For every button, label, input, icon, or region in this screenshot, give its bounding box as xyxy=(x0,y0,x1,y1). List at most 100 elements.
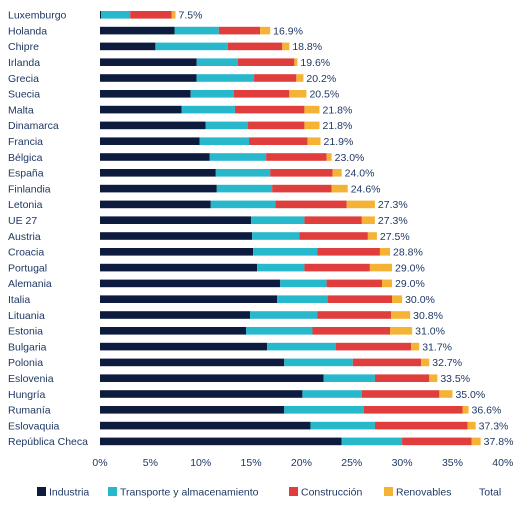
bar-segment-construcción xyxy=(304,263,370,272)
bar-segment-industria xyxy=(100,58,197,66)
total-label: 21.8% xyxy=(323,120,353,132)
bar-segment-renovables xyxy=(332,169,342,177)
bar-segment-industria xyxy=(100,263,258,272)
bar-segment-renovables xyxy=(282,42,290,51)
bar-segment-transporte-y-almacenamiento xyxy=(277,295,328,303)
total-label: 23.0% xyxy=(335,152,365,164)
bar-segment-industria xyxy=(100,137,200,145)
bar-segment-construcción xyxy=(249,137,308,145)
bar-segment-transporte-y-almacenamiento xyxy=(280,279,327,288)
category-label: Letonia xyxy=(8,199,43,211)
bar-segment-transporte-y-almacenamiento xyxy=(341,437,403,446)
x-axis: 0% 5% 10% 15% 20% 25% 30% 35% 40% xyxy=(92,457,513,469)
bar-segment-industria xyxy=(100,74,197,82)
bar-segment-renovables xyxy=(369,263,393,272)
bar-segment-construcción xyxy=(266,153,327,161)
bar-segment-construcción xyxy=(218,26,261,35)
legend-label-construcción: Construcción xyxy=(301,487,362,499)
bar-segment-transporte-y-almacenamiento xyxy=(302,390,362,398)
total-label: 35.0% xyxy=(455,389,485,401)
legend-label-transporte-y-almacenamiento: Transporte y almacenamiento xyxy=(120,487,259,499)
category-label: Lituania xyxy=(8,310,45,322)
bar-segment-transporte-y-almacenamiento xyxy=(252,232,300,240)
category-label: Holanda xyxy=(8,25,47,37)
category-label: Grecia xyxy=(8,73,39,85)
bar-segment-construcción xyxy=(402,437,472,446)
bar-segment-industria xyxy=(100,248,254,256)
total-label: 37.8% xyxy=(484,436,514,448)
bar-segment-industria xyxy=(100,311,251,319)
category-label: Malta xyxy=(8,104,34,116)
bar-segment-industria xyxy=(100,169,216,177)
total-label: 32.7% xyxy=(432,357,462,369)
bar-segment-construcción xyxy=(275,200,347,209)
bar-segment-construcción xyxy=(335,342,412,351)
category-label: Bulgaria xyxy=(8,341,47,353)
bar-segment-construcción xyxy=(270,169,333,177)
bar-segment-renovables xyxy=(296,74,304,82)
bar-segment-transporte-y-almacenamiento xyxy=(216,184,273,193)
x-tick-label: 35% xyxy=(442,457,463,469)
bar-segment-renovables xyxy=(390,327,413,335)
total-label: 33.5% xyxy=(440,373,470,385)
bar-segment-renovables xyxy=(331,184,348,193)
category-label: España xyxy=(8,168,44,180)
x-tick-label: 5% xyxy=(143,457,158,469)
bar-segment-transporte-y-almacenamiento xyxy=(253,248,318,256)
category-label: Bélgica xyxy=(8,152,43,164)
x-tick-label: 25% xyxy=(341,457,362,469)
total-label: 30.8% xyxy=(413,310,443,322)
bar-segment-renovables xyxy=(346,200,375,209)
bar-segment-renovables xyxy=(307,137,321,145)
total-label: 27.5% xyxy=(380,231,410,243)
bar-segment-construcción xyxy=(227,42,283,51)
bar-segment-renovables xyxy=(471,437,481,446)
bar-segment-industria xyxy=(100,216,252,224)
bar-segment-renovables xyxy=(421,358,430,367)
bar-segment-industria xyxy=(100,153,210,161)
total-labels: 7.5% 16.9% 18.8% 19.6% 20.2% 20.5% 21.8% 21.8% 2… xyxy=(179,10,514,449)
category-labels: Luxemburgo Holanda Chipre Irlanda Grecia Suec… xyxy=(8,10,88,449)
bar-segment-industria xyxy=(100,279,281,288)
category-label: Estonia xyxy=(8,326,43,338)
x-tick-label: 0% xyxy=(92,457,107,469)
bar-segment-transporte-y-almacenamiento xyxy=(205,121,249,130)
bar-segment-construcción xyxy=(254,74,297,82)
total-label: 24.0% xyxy=(345,168,375,180)
bar-segment-construcción xyxy=(312,327,391,335)
category-label: Finlandia xyxy=(8,183,51,195)
total-label: 16.9% xyxy=(273,25,303,37)
category-label: Polonia xyxy=(8,357,43,369)
bar-segment-transporte-y-almacenamiento xyxy=(284,406,364,414)
x-tick-label: 15% xyxy=(241,457,262,469)
bar-segment-renovables xyxy=(429,374,438,382)
bar-segment-industria xyxy=(100,327,247,335)
bar-segment-construcción xyxy=(304,216,362,224)
legend-label-industria: Industria xyxy=(49,487,89,499)
total-label: 24.6% xyxy=(351,183,381,195)
bar-segment-industria xyxy=(100,437,342,446)
bar-segment-transporte-y-almacenamiento xyxy=(101,11,131,19)
category-label: Austria xyxy=(8,231,41,243)
bar-segment-renovables xyxy=(171,11,176,19)
total-label: 19.6% xyxy=(300,57,330,69)
bar-segment-transporte-y-almacenamiento xyxy=(190,90,234,98)
bar-segment-construcción xyxy=(272,184,332,193)
bar-segment-renovables xyxy=(289,90,307,98)
total-label: 36.6% xyxy=(472,405,502,417)
category-label: Rumanía xyxy=(8,405,51,417)
category-label: Francia xyxy=(8,136,43,148)
category-label: República Checa xyxy=(8,436,88,448)
category-label: Croacia xyxy=(8,247,44,259)
bar-segment-renovables xyxy=(391,311,411,319)
total-label: 37.3% xyxy=(479,420,509,432)
bar-segment-construcción xyxy=(237,58,295,66)
bar-segment-construcción xyxy=(374,374,430,382)
bar-segment-renovables xyxy=(304,121,320,130)
bar-segment-renovables xyxy=(392,295,403,303)
bar-segment-industria xyxy=(100,390,303,398)
bar-segment-industria xyxy=(100,232,253,240)
bar-segment-transporte-y-almacenamiento xyxy=(210,200,276,209)
bar-segment-transporte-y-almacenamiento xyxy=(181,105,235,114)
total-label: 7.5% xyxy=(179,10,203,22)
